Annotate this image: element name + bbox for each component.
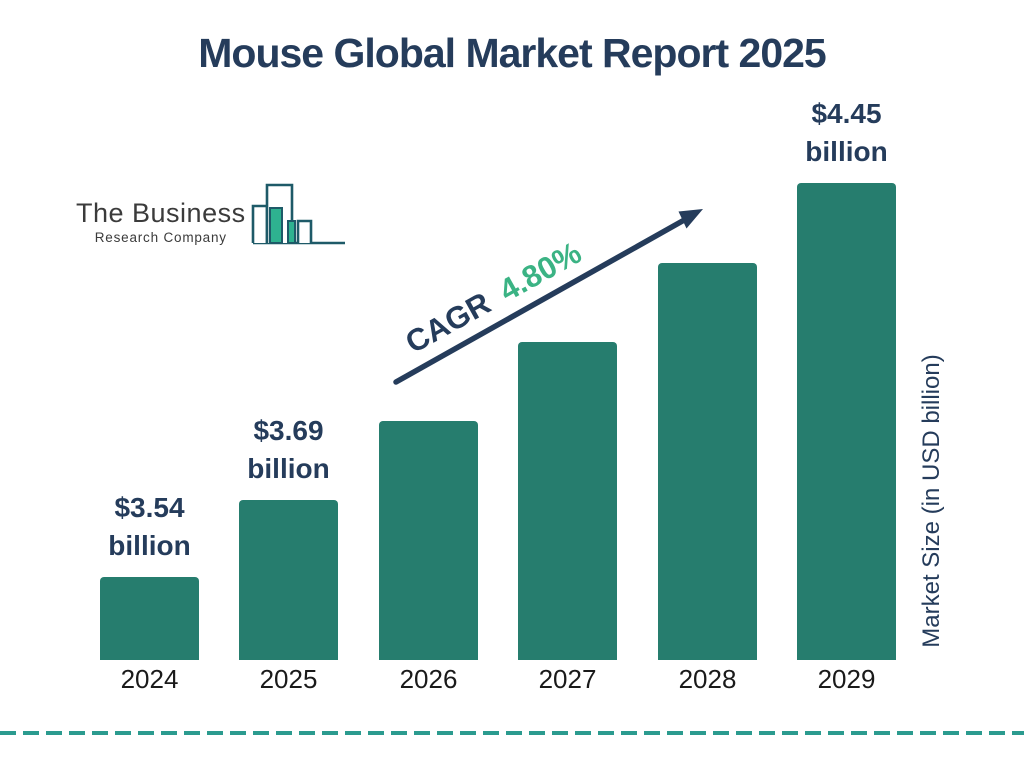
x-tick-2029: 2029: [817, 664, 876, 694]
x-tick-2024: 2024: [120, 664, 179, 694]
logo-company-subname: Research Company: [94, 230, 227, 245]
bar-2025: [239, 500, 338, 660]
bar-2027: [518, 342, 617, 660]
bar-2024: [100, 577, 199, 660]
value-label-2024: $3.54 billion: [60, 489, 240, 565]
page-title: Mouse Global Market Report 2025: [198, 30, 826, 76]
bar-2028: [658, 263, 757, 660]
bottom-divider-dashed-line: [0, 731, 1024, 735]
logo-text: The Business Research Company: [76, 198, 246, 245]
value-label-line: billion: [108, 530, 191, 561]
company-logo: The Business Research Company: [76, 175, 348, 247]
value-label-2029: $4.45 billion: [757, 95, 937, 171]
value-label-2025: $3.69 billion: [199, 412, 379, 488]
bar-2026: [379, 421, 478, 660]
value-label-line: $4.45: [811, 98, 882, 129]
value-label-line: billion: [805, 136, 888, 167]
value-label-line: billion: [247, 453, 330, 484]
logo-bar-chart-icon: [251, 183, 345, 245]
logo-company-name: The Business: [76, 198, 246, 228]
value-label-line: $3.54: [114, 492, 185, 523]
value-label-line: $3.69: [253, 415, 324, 446]
x-tick-2026: 2026: [399, 664, 458, 694]
y-axis-title: Market Size (in USD billion): [918, 354, 945, 648]
x-tick-2027: 2027: [538, 664, 597, 694]
x-tick-2028: 2028: [678, 664, 737, 694]
x-tick-2025: 2025: [259, 664, 318, 694]
bar-2029: [797, 183, 896, 660]
